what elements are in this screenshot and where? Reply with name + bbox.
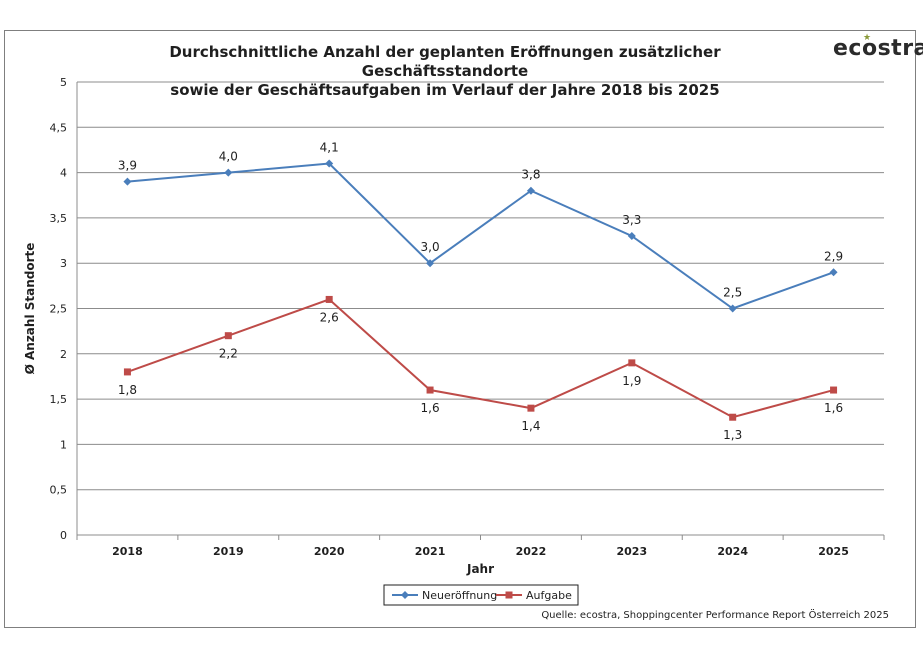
y-tick-label: 2 xyxy=(60,348,67,361)
x-tick-label: 2023 xyxy=(617,545,648,558)
data-label: 4,1 xyxy=(320,141,339,155)
x-tick-label: 2022 xyxy=(516,545,547,558)
data-label: 3,9 xyxy=(118,159,137,173)
data-label: 2,9 xyxy=(824,249,843,263)
series-line-aufgabe xyxy=(127,298,834,419)
data-label: 1,3 xyxy=(723,428,742,442)
data-point xyxy=(325,295,333,303)
data-point xyxy=(627,232,636,241)
data-label: 3,0 xyxy=(421,240,440,254)
logo-star-icon: ★ xyxy=(863,33,872,43)
y-tick-label: 4,5 xyxy=(50,121,68,134)
chart-title: Durchschnittliche Anzahl der geplanten E… xyxy=(105,43,785,100)
legend-label: Neueröffnung xyxy=(422,589,497,602)
data-label: 3,8 xyxy=(521,168,540,182)
legend-marker xyxy=(505,591,513,599)
data-label: 4,0 xyxy=(219,150,238,164)
data-point xyxy=(224,168,233,177)
x-tick-label: 2021 xyxy=(415,545,446,558)
legend-label: Aufgabe xyxy=(526,589,572,602)
data-label: 1,4 xyxy=(521,419,540,433)
y-tick-label: 0 xyxy=(60,529,67,542)
legend-marker xyxy=(401,591,409,599)
legend-box xyxy=(383,584,579,606)
x-tick-label: 2025 xyxy=(818,545,849,558)
ecostra-logo: ecostra xyxy=(833,36,923,61)
chart-title-line-1: Durchschnittliche Anzahl der geplanten E… xyxy=(169,43,721,80)
series-line-neueröffnung xyxy=(127,162,834,310)
data-label: 2,6 xyxy=(320,310,339,324)
y-tick-label: 0,5 xyxy=(50,484,68,497)
x-tick-label: 2019 xyxy=(213,545,244,558)
y-axis-title: Ø Anzahl Standorte xyxy=(23,243,37,375)
chart-frame: Durchschnittliche Anzahl der geplanten E… xyxy=(4,30,923,628)
data-label: 3,3 xyxy=(622,213,641,227)
y-tick-label: 4 xyxy=(60,167,67,180)
data-point xyxy=(728,304,737,313)
data-point xyxy=(123,177,132,186)
data-point xyxy=(224,332,232,340)
chart-title-line-2: sowie der Geschäftsaufgaben im Verlauf d… xyxy=(170,81,720,99)
data-label: 2,5 xyxy=(723,286,742,300)
y-tick-label: 1 xyxy=(60,438,67,451)
data-point xyxy=(426,259,435,268)
y-tick-label: 3 xyxy=(60,257,67,270)
x-tick-label: 2024 xyxy=(717,545,748,558)
data-point xyxy=(426,386,434,394)
x-axis-title: Jahr xyxy=(466,562,494,576)
data-point xyxy=(325,159,334,168)
data-label: 1,6 xyxy=(421,401,440,415)
data-point xyxy=(526,186,535,195)
data-point xyxy=(123,368,131,376)
x-tick-label: 2020 xyxy=(314,545,345,558)
data-point xyxy=(830,386,838,394)
y-tick-label: 2,5 xyxy=(50,303,68,316)
y-tick-label: 3,5 xyxy=(50,212,68,225)
data-point xyxy=(729,413,737,421)
data-label: 1,9 xyxy=(622,374,641,388)
y-tick-label: 1,5 xyxy=(50,393,68,406)
data-label: 1,6 xyxy=(824,401,843,415)
data-point xyxy=(829,268,838,277)
y-tick-label: 5 xyxy=(60,76,67,89)
x-tick-label: 2018 xyxy=(112,545,143,558)
data-label: 2,2 xyxy=(219,347,238,361)
source-note: Quelle: ecostra, Shoppingcenter Performa… xyxy=(541,610,889,621)
data-point xyxy=(527,404,535,412)
data-point xyxy=(628,359,636,367)
data-label: 1,8 xyxy=(118,383,137,397)
